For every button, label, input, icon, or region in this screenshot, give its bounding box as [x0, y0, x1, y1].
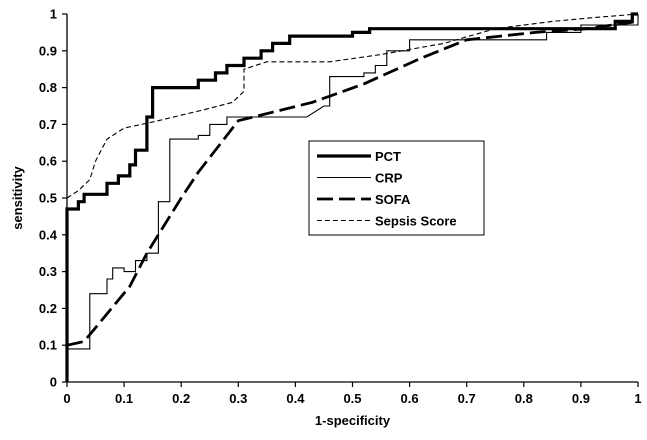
legend-label: Sepsis Score	[375, 214, 457, 229]
series-line-sofa	[66, 20, 639, 347]
series-line-pct	[65, 12, 638, 382]
y-tick-label: 0.6	[39, 154, 57, 169]
x-tick-label: 0.3	[229, 391, 247, 406]
y-axis-ticks: 0 0.1 0.2 0.3 0.4 0.5 0.6 0.7 0.8 0.9 1	[39, 7, 67, 390]
y-tick-label: 0.2	[39, 301, 57, 316]
legend: PCT CRP SOFA Sepsis Score	[308, 140, 485, 236]
legend-items: PCT CRP SOFA Sepsis Score	[317, 149, 457, 229]
y-tick-label: 0.4	[39, 227, 58, 242]
x-axis-title: 1-specificity	[315, 413, 391, 428]
x-tick-label: 0	[63, 391, 70, 406]
y-tick-label: 1	[50, 7, 57, 22]
series-line-crp	[66, 14, 639, 382]
y-tick-label: 0	[50, 375, 57, 390]
series-layer	[65, 12, 639, 382]
y-tick-label: 0.3	[39, 264, 57, 279]
y-tick-label: 0.9	[39, 43, 57, 58]
x-tick-label: 0.1	[115, 391, 133, 406]
x-tick-label: 0.6	[401, 391, 419, 406]
x-tick-label: 0.9	[572, 391, 590, 406]
x-tick-label: 0.5	[343, 391, 361, 406]
x-tick-label: 1	[634, 391, 641, 406]
x-axis-ticks: 0 0.1 0.2 0.3 0.4 0.5 0.6 0.7 0.8 0.9 1	[63, 382, 642, 406]
y-tick-label: 0.1	[39, 338, 57, 353]
x-tick-label: 0.7	[458, 391, 476, 406]
y-tick-label: 0.7	[39, 117, 57, 132]
x-tick-label: 0.8	[515, 391, 533, 406]
y-tick-label: 0.8	[39, 80, 57, 95]
y-tick-label: 0.5	[39, 191, 57, 206]
x-tick-label: 0.2	[172, 391, 190, 406]
legend-label: SOFA	[375, 192, 411, 207]
y-axis-title: sensitivity	[10, 165, 25, 229]
legend-label: CRP	[375, 171, 403, 186]
axes: 0 0.1 0.2 0.3 0.4 0.5 0.6 0.7 0.8 0.9 1 0 0.1 0.2 0.3…	[39, 7, 642, 407]
legend-label: PCT	[375, 149, 401, 164]
x-tick-label: 0.4	[286, 391, 305, 406]
series-line-sepsis-score	[66, 13, 639, 199]
